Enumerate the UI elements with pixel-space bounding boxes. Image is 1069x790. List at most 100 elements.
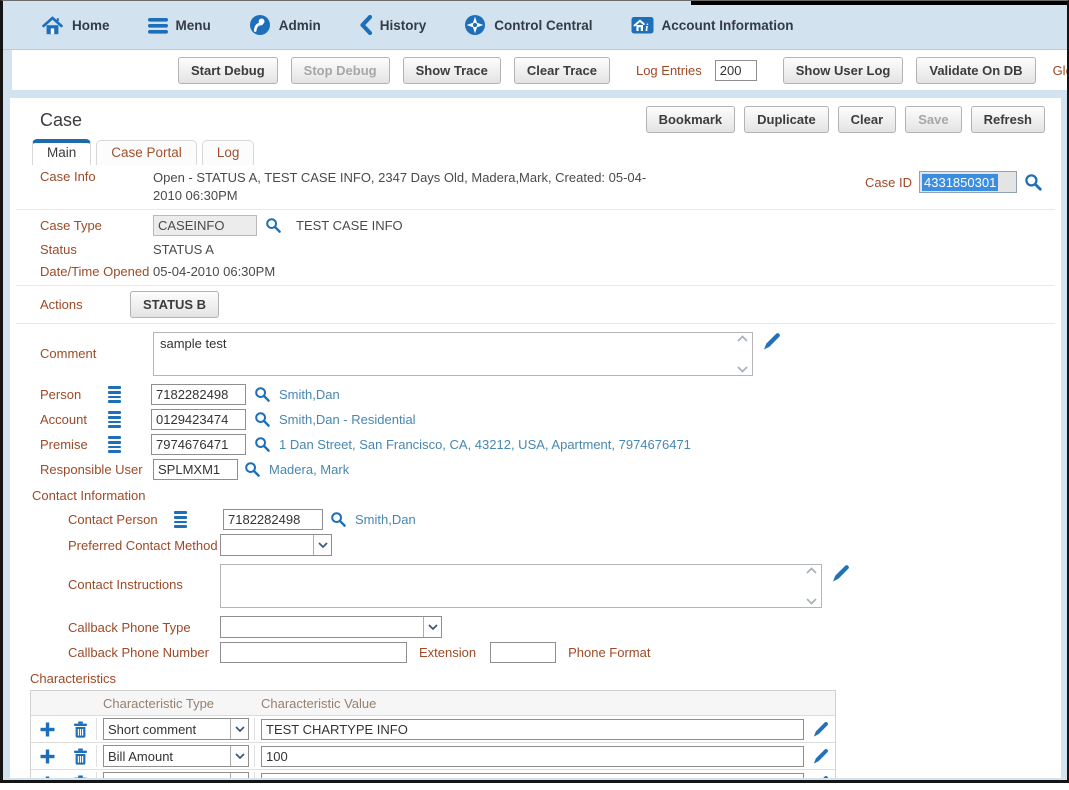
add-row-icon[interactable] bbox=[31, 776, 64, 778]
refresh-button[interactable]: Refresh bbox=[970, 106, 1045, 133]
contact-person-input[interactable] bbox=[223, 509, 323, 531]
premise-context-menu-icon[interactable] bbox=[108, 436, 121, 453]
nav-item-menu[interactable]: Menu bbox=[147, 17, 211, 34]
responsible-user-search-icon[interactable] bbox=[244, 461, 261, 478]
premise-input[interactable] bbox=[151, 434, 246, 456]
nav-item-history[interactable]: History bbox=[359, 15, 426, 35]
edit-value-pencil-icon[interactable] bbox=[812, 721, 829, 738]
menu-icon bbox=[147, 17, 168, 34]
responsible-user-description: Madera, Mark bbox=[269, 462, 350, 478]
page-action-buttons: Bookmark Duplicate Clear Save Refresh bbox=[645, 106, 1045, 133]
show-user-log-button[interactable]: Show User Log bbox=[782, 56, 904, 84]
characteristic-row: Callback Date / Time bbox=[31, 769, 835, 778]
tab-case-portal[interactable]: Case Portal bbox=[96, 140, 197, 165]
tab-log[interactable]: Log bbox=[201, 140, 255, 165]
comment-textarea[interactable]: sample test bbox=[153, 332, 753, 377]
contact-person-search-icon[interactable] bbox=[330, 511, 347, 528]
delete-row-trash-icon[interactable] bbox=[64, 745, 97, 768]
comment-label: Comment bbox=[40, 346, 97, 362]
premise-search-icon[interactable] bbox=[254, 436, 271, 453]
person-label: Person bbox=[40, 387, 82, 403]
case-id-search-icon[interactable] bbox=[1024, 173, 1043, 192]
page-title: Case bbox=[40, 110, 83, 130]
characteristics-header: Characteristics bbox=[30, 671, 116, 687]
person-search-icon[interactable] bbox=[254, 386, 271, 403]
case-panel: Bookmark Duplicate Clear Save Refresh Ca… bbox=[10, 98, 1061, 778]
person-description: Smith,Dan bbox=[279, 387, 340, 403]
account-row: Account Smith,Dan - Residential bbox=[10, 407, 1061, 432]
clear-button[interactable]: Clear bbox=[837, 106, 897, 133]
account-context-menu-icon[interactable] bbox=[108, 411, 121, 428]
contact-instructions-edit-pencil-icon[interactable] bbox=[831, 564, 850, 586]
nav-item-account-information[interactable]: i Account Information bbox=[631, 15, 794, 35]
edit-value-pencil-icon[interactable] bbox=[812, 748, 829, 765]
preferred-contact-method-select[interactable] bbox=[220, 534, 332, 557]
delete-row-trash-icon[interactable] bbox=[64, 772, 97, 778]
textarea-scroll-steppers[interactable] bbox=[735, 335, 750, 373]
contact-instructions-textarea[interactable] bbox=[220, 564, 822, 609]
add-row-icon[interactable] bbox=[31, 722, 64, 737]
preferred-contact-method-label: Preferred Contact Method bbox=[68, 537, 218, 553]
contact-person-description: Smith,Dan bbox=[355, 512, 416, 528]
edit-value-pencil-icon[interactable] bbox=[812, 775, 829, 778]
start-debug-button[interactable]: Start Debug bbox=[178, 56, 278, 84]
extension-input[interactable] bbox=[490, 642, 557, 664]
premise-label: Premise bbox=[40, 437, 88, 453]
account-information-icon: i bbox=[631, 15, 654, 35]
callback-phone-type-label: Callback Phone Type bbox=[68, 619, 191, 635]
account-label: Account bbox=[40, 412, 87, 428]
characteristic-type-select[interactable]: Short comment bbox=[103, 718, 249, 741]
nav-item-label: Control Central bbox=[494, 17, 593, 33]
window-top-edge bbox=[691, 1, 1067, 5]
stop-debug-button: Stop Debug bbox=[290, 56, 390, 84]
separator bbox=[16, 323, 1055, 325]
case-type-description: TEST CASE INFO bbox=[296, 218, 403, 234]
save-button: Save bbox=[905, 106, 962, 133]
tab-main[interactable]: Main bbox=[32, 139, 92, 165]
responsible-user-row: Responsible User Madera, Mark bbox=[10, 457, 1061, 482]
responsible-user-input[interactable] bbox=[153, 459, 238, 481]
home-icon bbox=[41, 15, 64, 36]
account-description: Smith,Dan - Residential bbox=[279, 412, 416, 428]
case-type-search-icon[interactable] bbox=[265, 217, 282, 234]
date-time-opened-row: Date/Time Opened 05-04-2010 06:30PM bbox=[10, 260, 1061, 282]
nav-item-label: Home bbox=[72, 17, 110, 33]
chevron-down-icon bbox=[230, 719, 248, 740]
case-id-input[interactable]: 4331850301 bbox=[919, 171, 1017, 193]
case-info-label: Case Info bbox=[40, 169, 96, 184]
validate-on-db-button[interactable]: Validate On DB bbox=[916, 56, 1036, 84]
log-entries-input[interactable] bbox=[714, 59, 757, 81]
characteristics-table: Characteristic Type Characteristic Value… bbox=[30, 690, 836, 778]
person-input[interactable] bbox=[151, 384, 246, 406]
chevron-down-icon bbox=[230, 773, 248, 778]
textarea-scroll-steppers[interactable] bbox=[804, 567, 819, 605]
show-trace-button[interactable]: Show Trace bbox=[402, 56, 501, 84]
characteristic-value-input[interactable] bbox=[261, 718, 804, 740]
extension-label: Extension bbox=[419, 645, 477, 661]
callback-phone-type-select[interactable] bbox=[220, 616, 442, 639]
person-row: Person Smith,Dan bbox=[10, 382, 1061, 407]
comment-edit-pencil-icon[interactable] bbox=[762, 332, 781, 354]
delete-row-trash-icon[interactable] bbox=[64, 718, 97, 741]
characteristic-value-input[interactable] bbox=[261, 745, 804, 767]
duplicate-button[interactable]: Duplicate bbox=[744, 106, 829, 133]
account-input[interactable] bbox=[151, 409, 246, 431]
callback-phone-number-input[interactable] bbox=[220, 642, 407, 664]
nav-item-home[interactable]: Home bbox=[41, 15, 110, 36]
nav-item-control-central[interactable]: Control Central bbox=[464, 14, 593, 36]
characteristic-value-input[interactable] bbox=[261, 772, 804, 778]
person-context-menu-icon[interactable] bbox=[108, 386, 121, 403]
callback-phone-type-row: Callback Phone Type bbox=[10, 614, 1061, 640]
characteristic-type-select[interactable]: Callback Date / Time bbox=[103, 772, 249, 778]
contact-person-context-menu-icon[interactable] bbox=[174, 511, 187, 528]
clear-trace-button[interactable]: Clear Trace bbox=[513, 56, 610, 84]
status-b-button[interactable]: STATUS B bbox=[130, 291, 220, 319]
bookmark-button[interactable]: Bookmark bbox=[645, 106, 736, 133]
account-search-icon[interactable] bbox=[254, 411, 271, 428]
nav-item-label: Admin bbox=[278, 17, 321, 33]
contact-instructions-label: Contact Instructions bbox=[68, 577, 183, 593]
nav-item-admin[interactable]: Admin bbox=[249, 14, 321, 36]
characteristic-type-select[interactable]: Bill Amount bbox=[103, 745, 249, 768]
add-row-icon[interactable] bbox=[31, 749, 64, 764]
